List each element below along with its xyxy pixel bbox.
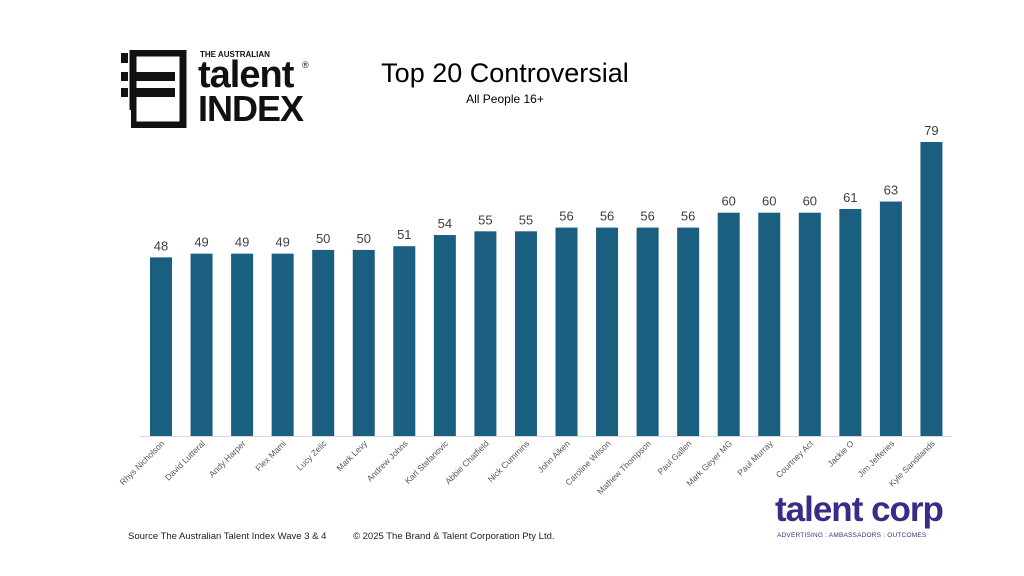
bar-9 <box>474 231 497 436</box>
category-label-1: Rhys Nicholson <box>118 438 167 487</box>
value-label-7: 51 <box>397 227 411 242</box>
category-label-18: Jackie O <box>825 438 856 469</box>
bar-19 <box>879 201 902 436</box>
value-label-9: 55 <box>478 212 492 227</box>
bar-20 <box>920 142 943 436</box>
chart-title: Top 20 Controversial <box>381 58 629 88</box>
category-label-10: Nick Cummins <box>486 438 532 484</box>
category-label-17: Courtney Act <box>774 438 816 480</box>
bar-18 <box>839 208 862 436</box>
bar-7 <box>393 246 416 436</box>
category-label-14: Paul Gallen <box>655 438 693 476</box>
bar-8 <box>433 235 456 436</box>
category-label-7: Andrew Johns <box>365 438 410 483</box>
category-label-11: John Aiken <box>535 438 572 475</box>
category-label-16: Paul Murray <box>735 438 775 478</box>
bar-4 <box>271 253 294 436</box>
value-label-1: 48 <box>154 238 168 253</box>
bar-14 <box>677 227 700 436</box>
logo-registered: ® <box>302 60 309 70</box>
bar-15 <box>717 212 740 436</box>
value-label-6: 50 <box>357 231 371 246</box>
bar-6 <box>352 249 375 436</box>
talent-corp-tagline: ADVERTISING : AMBASSADORS : OUTCOMES <box>777 532 927 539</box>
copyright-note: © 2025 The Brand & Talent Corporation Pt… <box>353 531 555 542</box>
talent-corp-logo: talent corp ADVERTISING : AMBASSADORS : … <box>775 490 950 548</box>
chart-subtitle: All People 16+ <box>466 92 544 106</box>
bar-16 <box>758 212 781 436</box>
category-label-19: Jim Jefferies <box>856 438 897 479</box>
value-label-18: 61 <box>843 190 857 205</box>
bar-12 <box>596 227 619 436</box>
value-label-2: 49 <box>194 235 208 250</box>
bar-11 <box>555 227 578 436</box>
bar-10 <box>514 231 537 436</box>
value-label-16: 60 <box>762 194 776 209</box>
value-label-17: 60 <box>803 194 817 209</box>
bar-3 <box>231 253 254 436</box>
logo-main-text: talent <box>198 54 294 96</box>
value-label-10: 55 <box>519 212 533 227</box>
value-label-15: 60 <box>721 194 735 209</box>
talent-index-logo-mark-icon <box>121 49 187 130</box>
value-label-11: 56 <box>559 209 573 224</box>
value-label-12: 56 <box>600 209 614 224</box>
value-label-5: 50 <box>316 231 330 246</box>
talent-corp-name: talent corp <box>775 490 944 529</box>
value-label-20: 79 <box>924 123 938 138</box>
bar-13 <box>636 227 659 436</box>
category-label-2: David Lutteral <box>163 438 207 482</box>
value-label-14: 56 <box>681 209 695 224</box>
talent-index-logo: THE AUSTRALIAN talent ® INDEX <box>121 49 311 130</box>
logo-top-text: THE AUSTRALIAN <box>200 50 270 59</box>
value-label-8: 54 <box>438 216 452 231</box>
category-label-4: Flex Mami <box>253 438 288 473</box>
bar-5 <box>312 249 335 436</box>
value-label-13: 56 <box>640 209 654 224</box>
bar-2 <box>190 253 213 436</box>
value-label-19: 63 <box>884 183 898 198</box>
category-label-3: Andy Harper <box>207 438 248 479</box>
bar-17 <box>798 212 821 436</box>
source-note: Source The Australian Talent Index Wave … <box>128 531 327 542</box>
logo-sub-text: INDEX <box>198 88 304 129</box>
value-label-3: 49 <box>235 235 249 250</box>
category-label-6: Mark Levy <box>334 438 369 473</box>
category-label-5: Lucy Zelic <box>294 438 329 473</box>
bar-1 <box>150 257 172 436</box>
value-label-4: 49 <box>275 235 289 250</box>
